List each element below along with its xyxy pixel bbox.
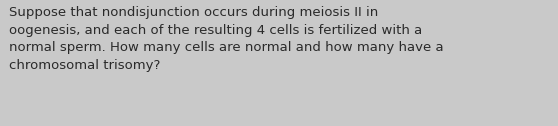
Text: Suppose that nondisjunction occurs during meiosis II in
oogenesis, and each of t: Suppose that nondisjunction occurs durin… bbox=[9, 6, 444, 72]
